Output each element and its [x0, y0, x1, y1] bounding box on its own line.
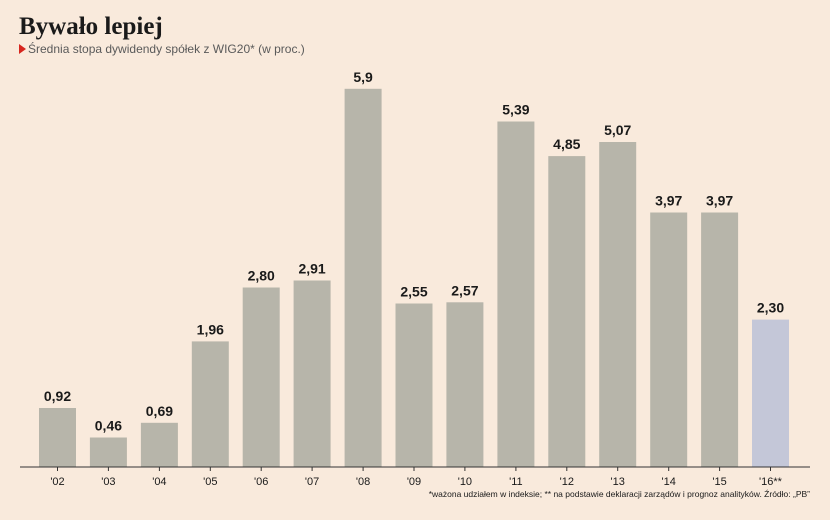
x-tick-label: '03	[101, 476, 115, 488]
bar-value-label: 1,96	[197, 321, 224, 337]
x-tick-label: '08	[356, 476, 370, 488]
bar	[395, 303, 433, 467]
bar-value-label: 0,92	[44, 388, 71, 404]
bar	[701, 212, 739, 467]
x-tick-label: '16**	[759, 476, 783, 488]
bar	[497, 121, 535, 467]
x-tick-label: '13	[611, 476, 625, 488]
bar-value-label: 3,97	[655, 193, 682, 209]
x-tick-label: '07	[305, 476, 319, 488]
x-tick-label: '12	[560, 476, 574, 488]
x-tick-label: '02	[50, 476, 64, 488]
triangle-marker-icon	[19, 44, 26, 54]
bar	[548, 156, 586, 467]
bar-value-label: 5,07	[604, 122, 631, 138]
chart-subtitle-text: Średnia stopa dywidendy spółek z WIG20* …	[28, 42, 305, 56]
bar	[599, 142, 637, 467]
bar-value-label: 2,57	[451, 282, 478, 298]
bar	[650, 212, 688, 467]
chart-subtitle: Średnia stopa dywidendy spółek z WIG20* …	[19, 41, 305, 57]
x-tick-label: '14	[662, 476, 676, 488]
bar-value-label: 2,55	[400, 284, 427, 300]
bar	[446, 302, 484, 467]
bar-value-label: 0,69	[146, 403, 173, 419]
chart-footnote: *ważona udziałem w indeksie; ** na podst…	[428, 489, 810, 499]
bar-value-label: 2,91	[298, 261, 325, 277]
bar	[242, 287, 280, 467]
bar-value-label: 0,46	[95, 418, 122, 434]
x-tick-label: '04	[152, 476, 166, 488]
bar	[89, 437, 127, 467]
x-tick-label: '15	[712, 476, 726, 488]
x-tick-label: '06	[254, 476, 268, 488]
x-tick-label: '10	[458, 476, 472, 488]
chart-title: Bywało lepiej	[19, 13, 163, 40]
bar	[293, 280, 331, 467]
bar-value-label: 2,30	[757, 300, 784, 316]
x-tick-label: '09	[407, 476, 421, 488]
bar-forecast	[752, 319, 789, 467]
x-tick-label: '05	[203, 476, 217, 488]
bar-value-label: 5,39	[502, 102, 529, 118]
x-tick-label: '11	[509, 476, 523, 488]
bar-value-label: 3,97	[706, 193, 733, 209]
bar-value-label: 4,85	[553, 136, 580, 152]
bar	[39, 408, 76, 467]
bar	[344, 88, 382, 468]
bar	[140, 422, 178, 467]
bar-value-label: 2,80	[248, 268, 275, 284]
bar	[191, 341, 229, 467]
bar-value-label: 5,9	[353, 69, 373, 85]
